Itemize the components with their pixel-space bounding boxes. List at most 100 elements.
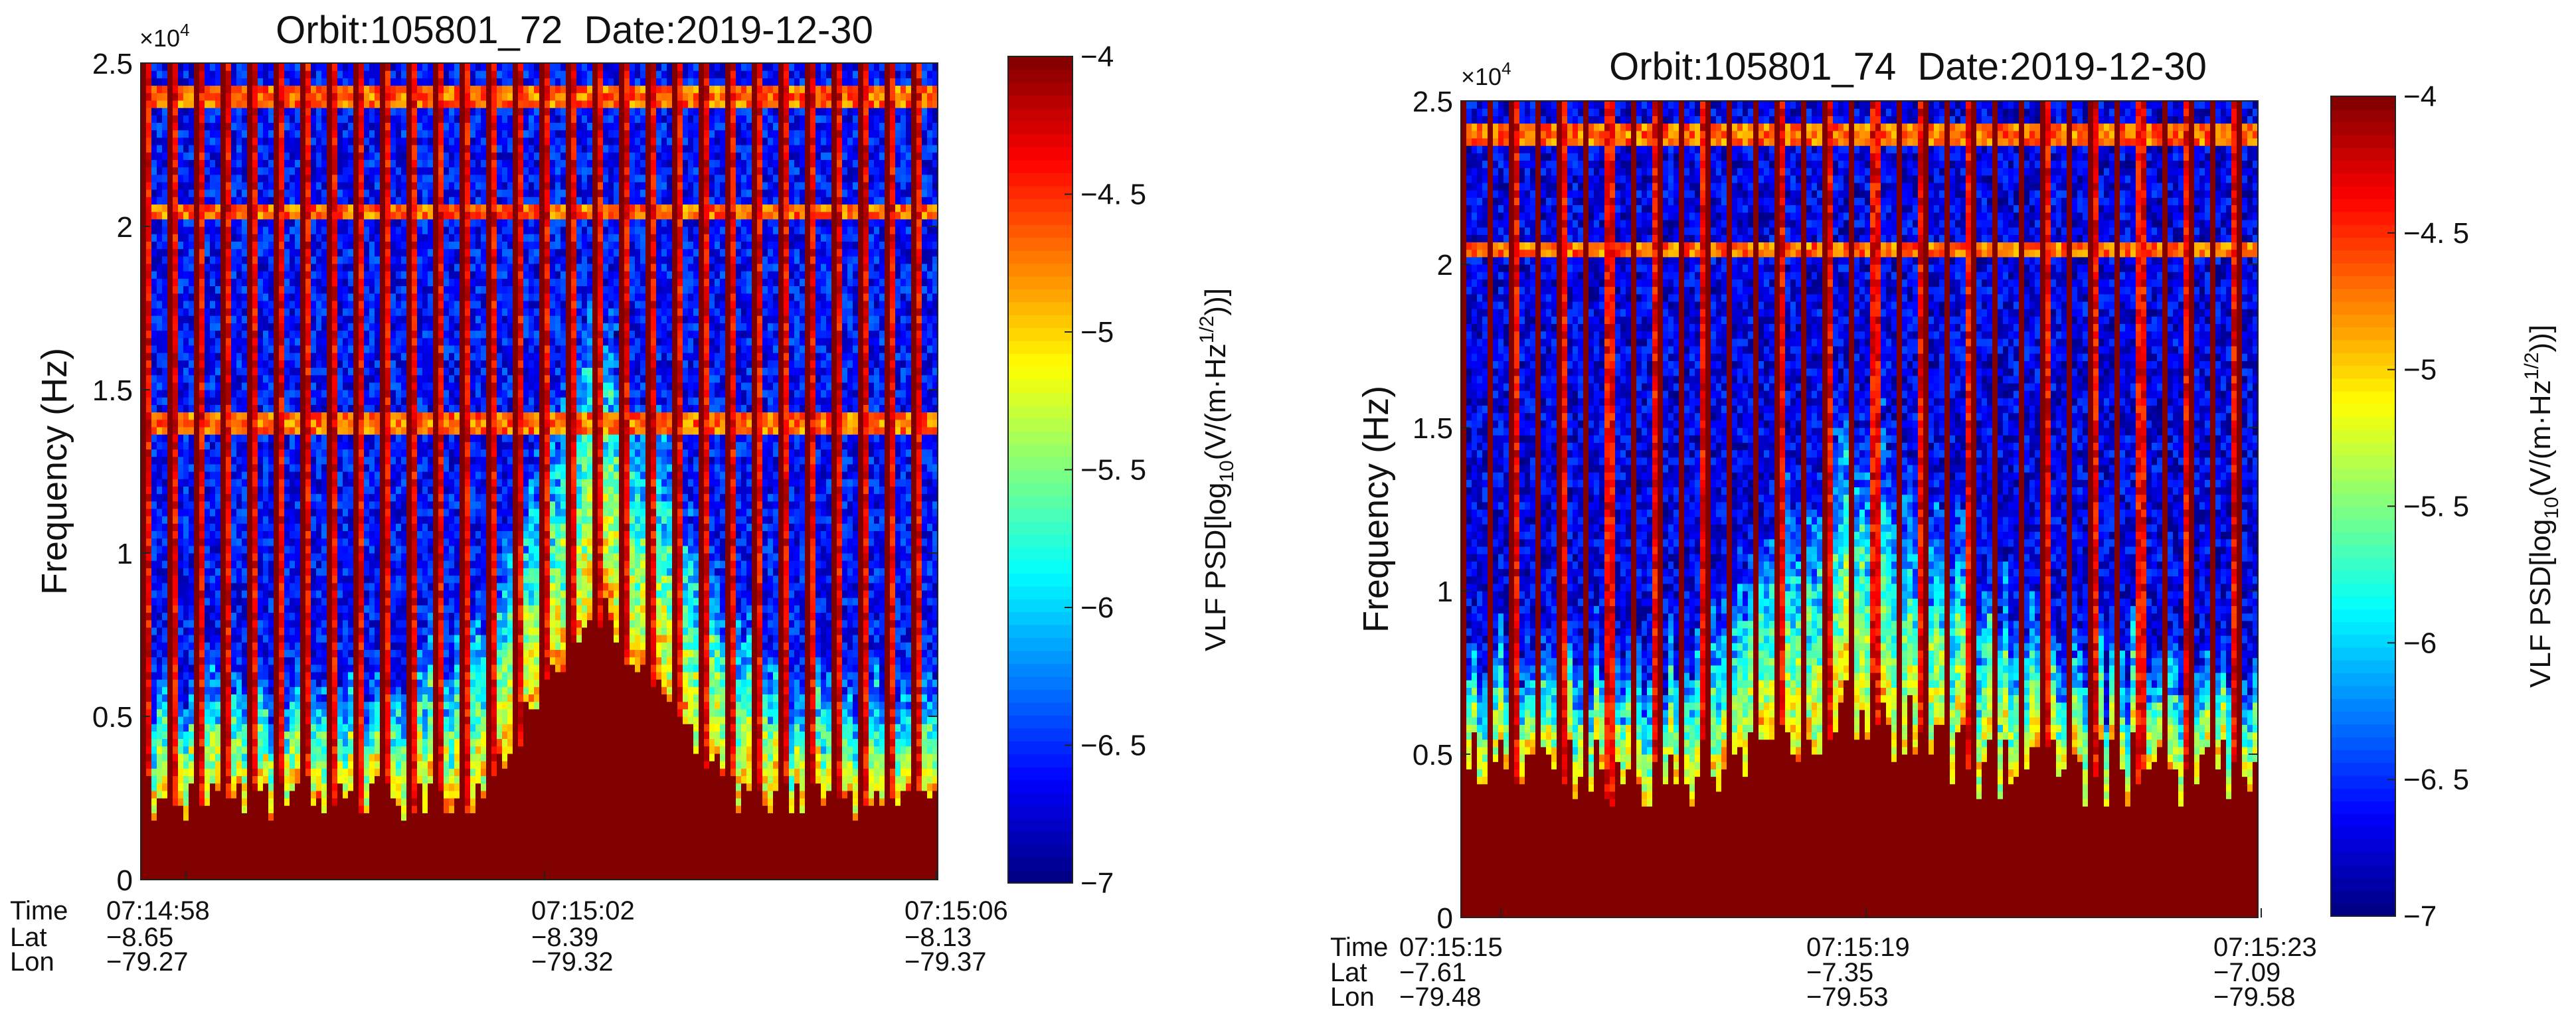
heatmap-cell bbox=[162, 582, 168, 591]
heatmap-cell bbox=[348, 449, 354, 457]
heatmap-cell bbox=[242, 827, 248, 836]
heatmap-cell bbox=[141, 108, 147, 116]
heatmap-cell bbox=[268, 753, 274, 761]
heatmap-cell bbox=[263, 271, 269, 279]
heatmap-cell bbox=[274, 753, 280, 761]
heatmap-cell bbox=[157, 545, 163, 554]
heatmap-cell bbox=[369, 642, 375, 650]
heatmap-cell bbox=[305, 657, 311, 665]
heatmap-cell bbox=[364, 278, 370, 287]
heatmap-cell bbox=[337, 463, 343, 472]
heatmap-cell bbox=[290, 181, 296, 190]
heatmap-cell bbox=[199, 308, 205, 316]
heatmap-cell bbox=[220, 783, 226, 791]
heatmap-cell bbox=[321, 100, 327, 108]
heatmap-cell bbox=[178, 761, 184, 769]
heatmap-cell bbox=[311, 159, 317, 168]
heatmap-cell bbox=[332, 189, 338, 197]
heatmap-cell bbox=[252, 530, 258, 539]
heatmap-cell bbox=[268, 545, 274, 554]
heatmap-cell bbox=[327, 820, 333, 829]
heatmap-cell bbox=[311, 337, 317, 346]
heatmap-cell bbox=[279, 330, 285, 339]
heatmap-cell bbox=[295, 263, 301, 272]
heatmap-cell bbox=[353, 159, 359, 168]
heatmap-cell bbox=[242, 85, 248, 94]
heatmap-cell bbox=[226, 412, 232, 420]
heatmap-cell bbox=[332, 174, 338, 183]
heatmap-cell bbox=[327, 850, 333, 858]
heatmap-cell bbox=[327, 226, 333, 234]
heatmap-cell bbox=[263, 330, 269, 339]
heatmap-cell bbox=[210, 115, 216, 123]
heatmap-cell bbox=[284, 204, 290, 212]
heatmap-cell bbox=[279, 70, 285, 78]
heatmap-cell bbox=[242, 197, 248, 205]
heatmap-cell bbox=[348, 300, 354, 309]
heatmap-cell bbox=[268, 159, 274, 168]
heatmap-cell bbox=[300, 211, 306, 220]
heatmap-cell bbox=[231, 300, 237, 309]
heatmap-cell bbox=[369, 501, 375, 509]
heatmap-cell bbox=[375, 738, 381, 747]
heatmap-cell bbox=[226, 746, 232, 754]
heatmap-cell bbox=[316, 263, 322, 272]
heatmap-cell bbox=[369, 708, 375, 717]
heatmap-cell bbox=[290, 834, 296, 843]
heatmap-cell bbox=[369, 323, 375, 331]
heatmap-cell bbox=[263, 827, 269, 836]
heatmap-cell bbox=[337, 679, 343, 687]
heatmap-cell bbox=[364, 568, 370, 576]
heatmap-cell bbox=[305, 390, 311, 398]
heatmap-cell bbox=[173, 731, 179, 740]
heatmap-cell bbox=[141, 271, 147, 279]
heatmap-cell bbox=[348, 159, 354, 168]
heatmap-cell bbox=[167, 456, 173, 465]
heatmap-cell bbox=[359, 864, 365, 873]
heatmap-cell bbox=[231, 174, 237, 183]
heatmap-cell bbox=[343, 315, 349, 323]
heatmap-cell bbox=[295, 145, 301, 153]
heatmap-cell bbox=[343, 449, 349, 457]
heatmap-cell bbox=[141, 308, 147, 316]
heatmap-cell bbox=[332, 657, 338, 665]
heatmap-cell bbox=[343, 374, 349, 383]
heatmap-cell bbox=[380, 820, 386, 829]
heatmap-cell bbox=[226, 426, 232, 435]
heatmap-cell bbox=[305, 568, 311, 576]
heatmap-cell bbox=[337, 664, 343, 673]
heatmap-cell bbox=[369, 516, 375, 524]
heatmap-cell bbox=[274, 575, 280, 584]
heatmap-cell bbox=[311, 508, 317, 516]
heatmap-cell bbox=[290, 508, 296, 516]
heatmap-cell bbox=[210, 842, 216, 850]
heatmap-cell bbox=[252, 798, 258, 806]
heatmap-cell bbox=[380, 627, 386, 635]
heatmap-cell bbox=[279, 174, 285, 183]
heatmap-cell bbox=[279, 167, 285, 175]
heatmap-cell bbox=[215, 367, 221, 376]
heatmap-cell bbox=[178, 635, 184, 643]
heatmap-cell bbox=[178, 479, 184, 487]
heatmap-cell bbox=[343, 337, 349, 346]
heatmap-cell bbox=[189, 508, 195, 516]
heatmap-cell bbox=[263, 248, 269, 257]
heatmap-cell bbox=[220, 441, 226, 450]
heatmap-cell bbox=[242, 872, 248, 880]
heatmap-cell bbox=[205, 323, 211, 331]
heatmap-cell bbox=[178, 374, 184, 383]
heatmap-cell bbox=[290, 530, 296, 539]
heatmap-cell bbox=[316, 189, 322, 197]
heatmap-cell bbox=[337, 226, 343, 234]
heatmap-cell bbox=[353, 278, 359, 287]
heatmap-cell bbox=[247, 463, 253, 472]
heatmap-cell bbox=[199, 92, 205, 101]
heatmap-cell bbox=[305, 330, 311, 339]
heatmap-cell bbox=[210, 226, 216, 234]
heatmap-cell bbox=[141, 353, 147, 360]
heatmap-cell bbox=[226, 323, 232, 331]
heatmap-cell bbox=[311, 152, 317, 160]
heatmap-cell bbox=[274, 724, 280, 732]
heatmap-cell bbox=[151, 657, 157, 665]
heatmap-cell bbox=[205, 716, 211, 724]
